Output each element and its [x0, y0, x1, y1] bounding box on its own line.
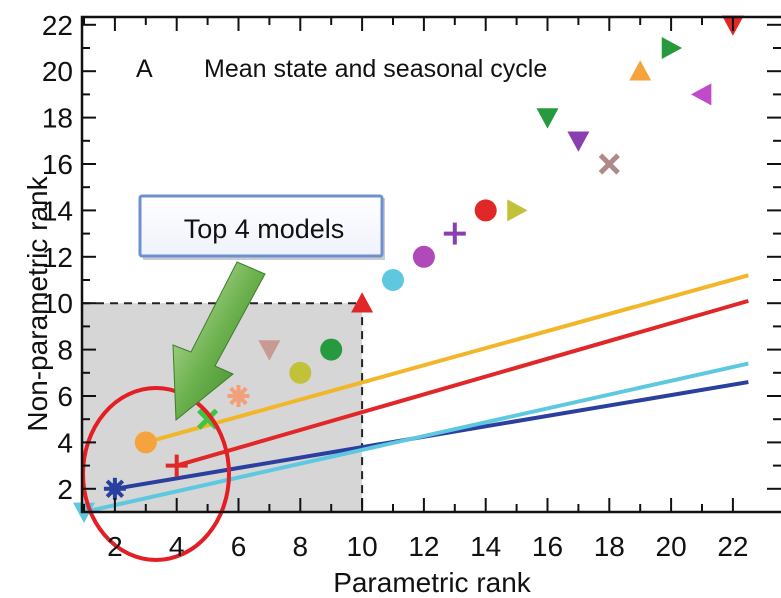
y-tick-label: 8 [57, 335, 73, 366]
data-point [351, 292, 374, 313]
x-tick-label: 8 [293, 531, 309, 562]
y-tick-label: 18 [42, 103, 73, 134]
y-axis-label: Non-parametric rank [22, 175, 53, 431]
plot-frame [80, 15, 781, 514]
fit-line [145, 273, 749, 445]
x-tick-label: 2 [107, 531, 123, 562]
data-point [134, 431, 157, 454]
data-point [258, 340, 281, 361]
y-tick-label: 2 [57, 474, 73, 505]
x-axis-label: Parametric rank [333, 567, 532, 598]
y-tick-label: 12 [42, 242, 73, 273]
y-tick-label: 20 [42, 56, 73, 87]
data-point [197, 408, 219, 430]
fit-lines [83, 273, 749, 514]
data-point [691, 83, 712, 106]
y-tick-label: 6 [57, 381, 73, 412]
x-tick-label: 22 [717, 531, 748, 562]
fit-line [83, 361, 749, 514]
x-tick-label: 10 [347, 531, 378, 562]
data-point [661, 37, 683, 59]
x-tick-label: 4 [169, 531, 185, 562]
axis-ticks [82, 17, 781, 513]
y-tick-label: 14 [42, 195, 73, 226]
annotation-box-inner [138, 194, 384, 258]
pointer-arrow [172, 261, 266, 422]
y-tick-label: 16 [42, 149, 73, 180]
fit-line [176, 298, 749, 468]
data-point [507, 199, 528, 222]
x-tick-label: 18 [594, 531, 625, 562]
x-tick-label: 6 [231, 531, 247, 562]
x-tick-label: 16 [532, 531, 563, 562]
annotation-label: Top 4 models [184, 214, 345, 244]
data-point [443, 222, 466, 245]
data-point [320, 338, 343, 361]
data-point [536, 108, 559, 129]
y-tick-label: 4 [57, 427, 73, 458]
data-point [412, 245, 435, 268]
x-tick-label: 20 [656, 531, 687, 562]
data-point [567, 131, 590, 152]
x-tick-label: 12 [408, 531, 439, 562]
y-tick-label: 22 [42, 10, 73, 41]
data-point [474, 199, 497, 222]
y-tick-label: 10 [42, 288, 73, 319]
data-point [103, 477, 126, 500]
data-point [289, 361, 312, 384]
chart-title: Mean state and seasonal cycle [204, 55, 547, 83]
data-point [227, 385, 250, 407]
data-point [598, 153, 620, 175]
x-tick-label: 14 [470, 531, 501, 562]
data-point [629, 60, 652, 81]
panel-label: A [136, 55, 153, 83]
data-point [165, 454, 188, 477]
data-point [382, 269, 404, 291]
